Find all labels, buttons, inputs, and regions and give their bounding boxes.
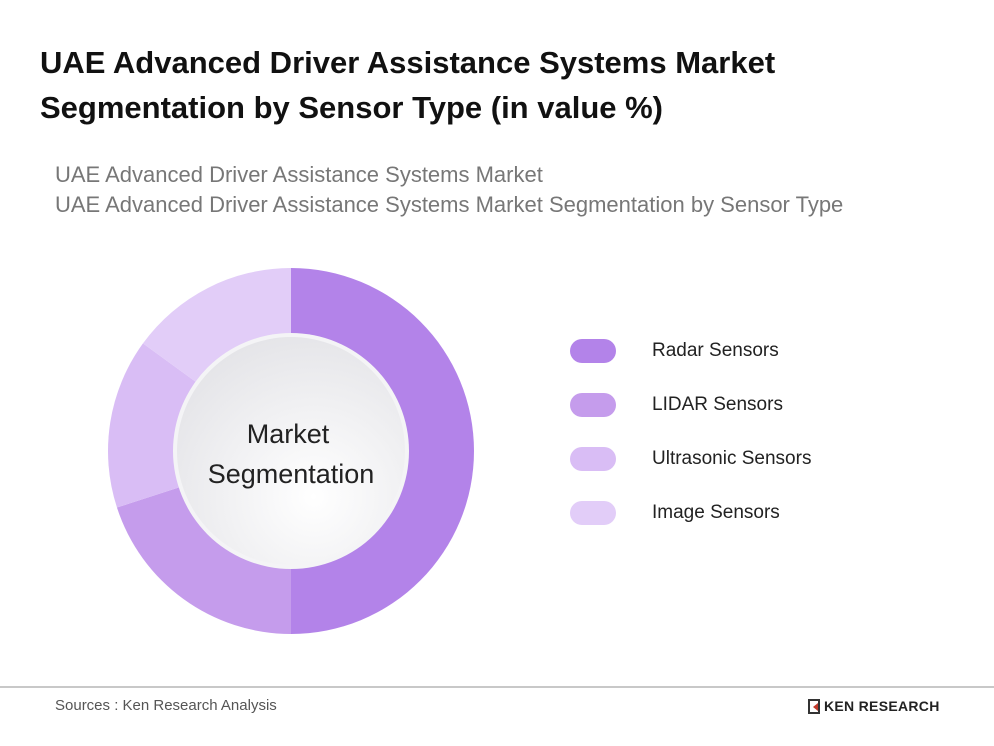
- legend-swatch: [570, 339, 616, 363]
- legend: Radar Sensors LIDAR Sensors Ultrasonic Sen…: [570, 324, 811, 540]
- legend-item: LIDAR Sensors: [570, 378, 811, 432]
- source-note: Sources : Ken Research Analysis: [55, 697, 277, 714]
- chart-title: UAE Advanced Driver Assistance Systems M…: [40, 45, 776, 125]
- subtitle-2: UAE Advanced Driver Assistance Systems M…: [55, 192, 844, 217]
- legend-swatch: [570, 447, 616, 471]
- legend-item: Image Sensors: [570, 486, 811, 540]
- subtitle-1: UAE Advanced Driver Assistance Systems M…: [55, 162, 543, 187]
- subtitles: UAE Advanced Driver Assistance Systems M…: [55, 160, 843, 220]
- ken-research-logo: KEN RESEARCH: [808, 698, 940, 714]
- legend-label: Image Sensors: [652, 502, 780, 523]
- legend-item: Ultrasonic Sensors: [570, 432, 811, 486]
- center-label-line-2: Segmentation: [208, 459, 375, 489]
- footer-divider: [0, 686, 994, 688]
- logo-text: KEN RESEARCH: [824, 698, 940, 714]
- legend-label: LIDAR Sensors: [652, 394, 783, 415]
- center-label-line-1: Market: [247, 419, 330, 449]
- legend-swatch: [570, 501, 616, 525]
- legend-item: Radar Sensors: [570, 324, 811, 378]
- legend-label: Radar Sensors: [652, 340, 779, 361]
- legend-label: Ultrasonic Sensors: [652, 448, 812, 469]
- logo-mark-icon: [808, 698, 820, 714]
- legend-swatch: [570, 393, 616, 417]
- donut-hole: [177, 337, 405, 565]
